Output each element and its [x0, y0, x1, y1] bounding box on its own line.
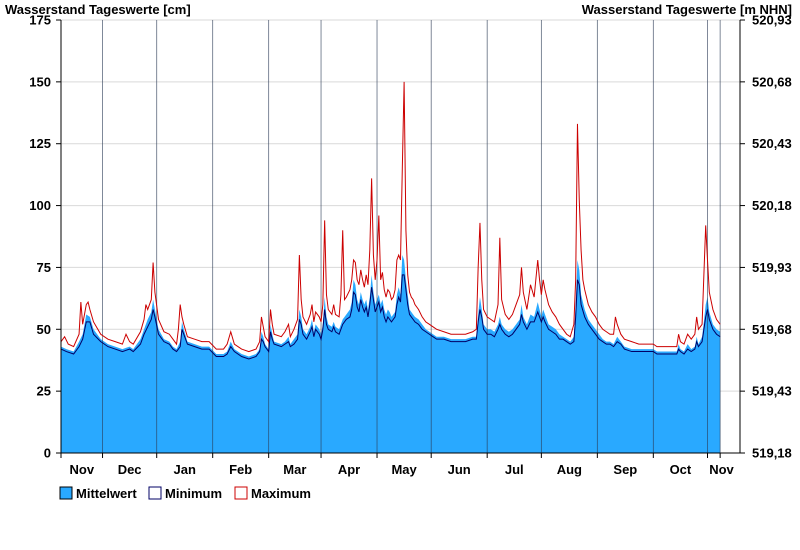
- right-tick-label-175: 520,93: [752, 13, 792, 28]
- plot-area: [60, 20, 721, 453]
- x-tick-label-feb-3: Feb: [229, 462, 252, 477]
- series-mittelwert-area: [61, 255, 721, 453]
- left-tick-label-50: 50: [37, 322, 51, 337]
- right-tick-label-25: 519,43: [752, 384, 792, 399]
- right-tick-label-125: 520,43: [752, 136, 792, 151]
- legend-swatch-minimum: [148, 486, 162, 500]
- x-tick-label-oct-11: Oct: [670, 462, 692, 477]
- left-tick-label-150: 150: [29, 74, 51, 89]
- series-minimum-line: [60, 274, 721, 360]
- x-tick-label-mar-4: Mar: [283, 462, 306, 477]
- legend-label-mittelwert: Mittelwert: [76, 486, 137, 501]
- left-tick-label-75: 75: [37, 260, 51, 275]
- legend-swatch-mittelwert: [59, 486, 73, 500]
- right-tick-label-100: 520,18: [752, 198, 792, 213]
- x-tick-label-jun-7: Jun: [448, 462, 471, 477]
- legend: Mittelwert Minimum Maximum: [59, 486, 311, 501]
- x-tick-label-jan-2: Jan: [173, 462, 195, 477]
- legend-label-minimum: Minimum: [165, 486, 222, 501]
- right-axis-title: Wasserstand Tageswerte [m NHN]: [582, 2, 792, 17]
- left-tick-label-0: 0: [44, 446, 51, 461]
- left-tick-label-125: 125: [29, 136, 51, 151]
- right-tick-label-50: 519,68: [752, 322, 792, 337]
- x-tick-label-sep-10: Sep: [613, 462, 637, 477]
- series-maximum-line: [60, 81, 721, 353]
- x-tick-label-nov-0: Nov: [69, 462, 94, 477]
- left-axis-title: Wasserstand Tageswerte [cm]: [5, 2, 191, 17]
- legend-swatch-maximum: [234, 486, 248, 500]
- axes: 0 25 50 75 100 125 150 175 519,18 519,43 519,68 519…: [29, 13, 791, 478]
- x-tick-label-dec-1: Dec: [118, 462, 142, 477]
- legend-label-maximum: Maximum: [251, 486, 311, 501]
- x-tick-label-nov-12: Nov: [709, 462, 734, 477]
- left-tick-label-175: 175: [29, 13, 51, 28]
- x-tick-label-may-6: May: [391, 462, 417, 477]
- left-tick-label-100: 100: [29, 198, 51, 213]
- left-tick-label-25: 25: [37, 384, 51, 399]
- right-tick-label-150: 520,68: [752, 74, 792, 89]
- right-tick-label-75: 519,93: [752, 260, 792, 275]
- x-tick-label-apr-5: Apr: [338, 462, 360, 477]
- x-tick-label-jul-8: Jul: [505, 462, 524, 477]
- x-tick-label-aug-9: Aug: [557, 462, 582, 477]
- right-tick-label-0: 519,18: [752, 446, 792, 461]
